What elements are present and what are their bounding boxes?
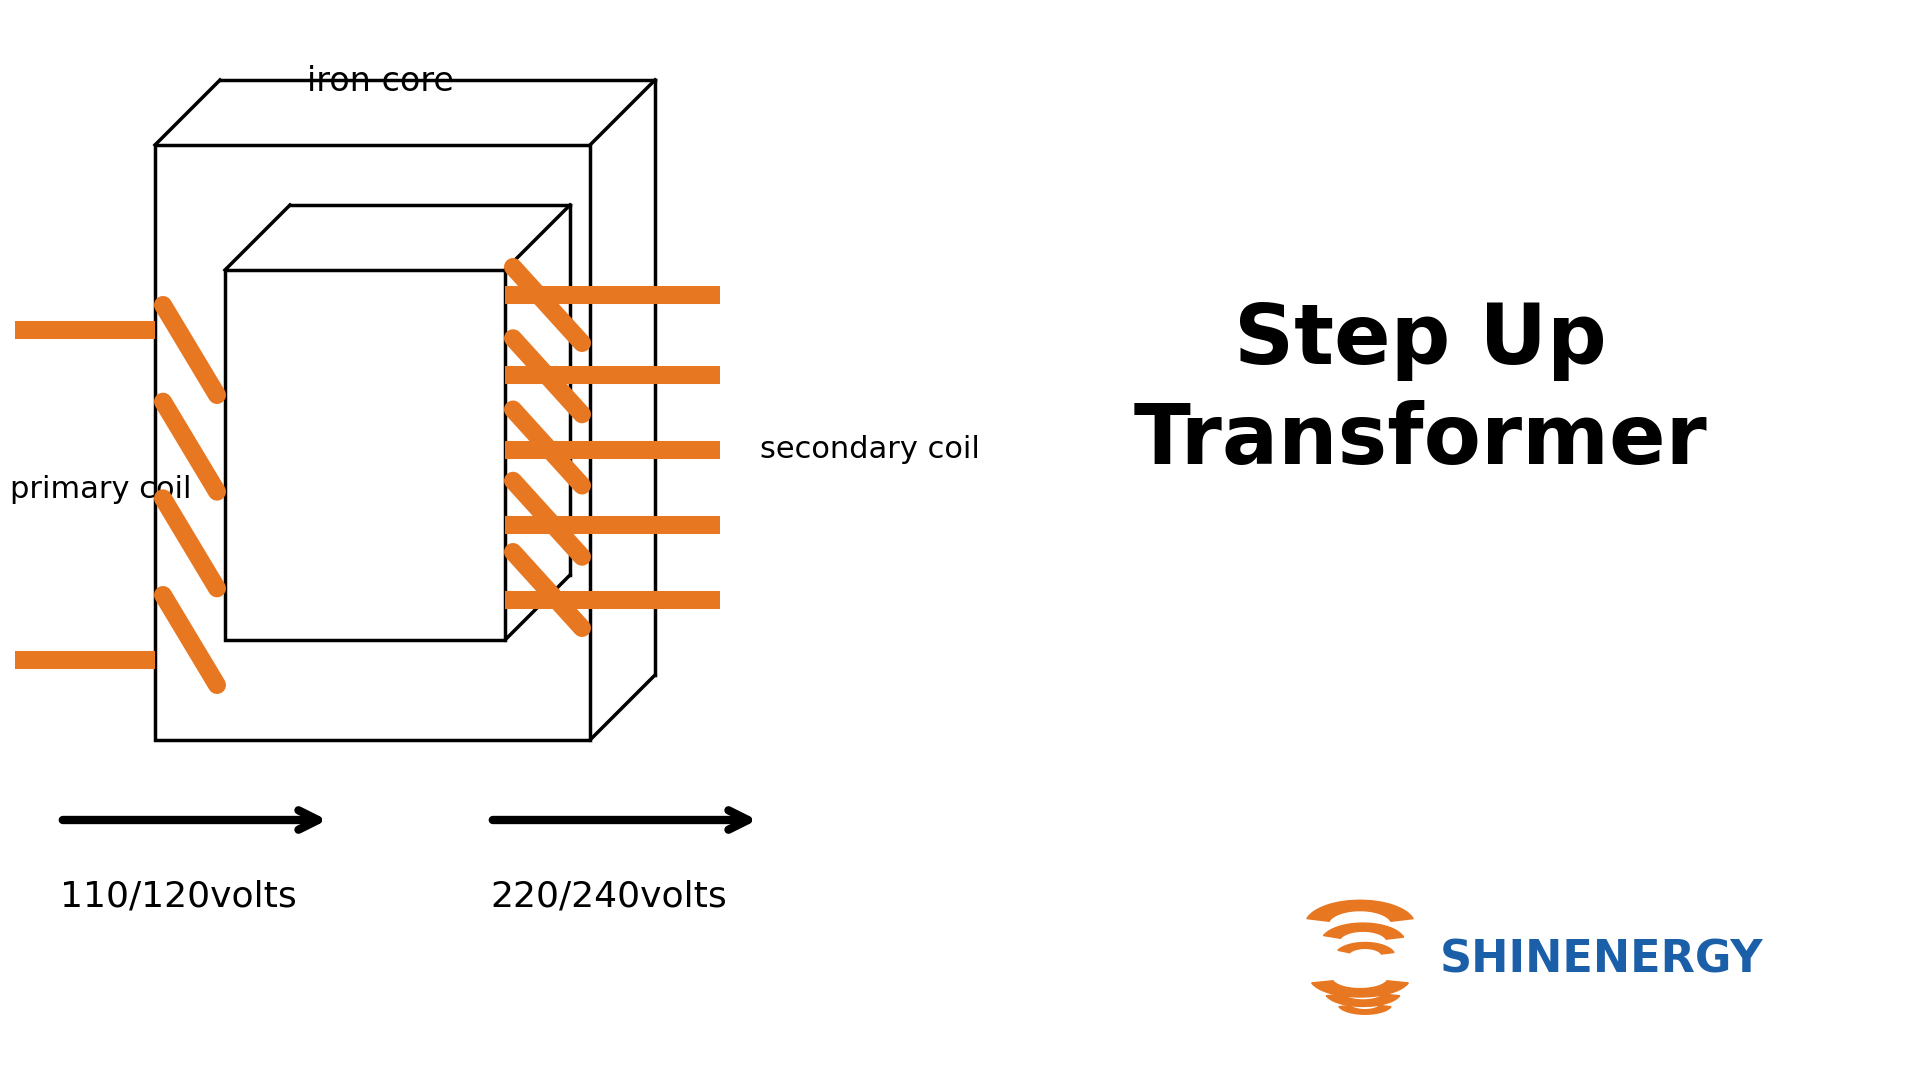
Polygon shape xyxy=(1311,981,1407,997)
Polygon shape xyxy=(1338,943,1394,954)
Text: iron core: iron core xyxy=(307,65,453,98)
Text: secondary coil: secondary coil xyxy=(760,435,979,464)
Polygon shape xyxy=(1338,1005,1392,1014)
Polygon shape xyxy=(225,270,505,640)
Polygon shape xyxy=(1327,994,1400,1007)
Text: primary coil: primary coil xyxy=(10,475,192,504)
Polygon shape xyxy=(1308,901,1413,921)
Polygon shape xyxy=(1323,923,1404,940)
Text: 110/120volts: 110/120volts xyxy=(60,880,298,914)
Text: 220/240volts: 220/240volts xyxy=(490,880,728,914)
Text: SHINENERGY: SHINENERGY xyxy=(1440,939,1763,982)
Text: Step Up
Transformer: Step Up Transformer xyxy=(1133,300,1707,482)
